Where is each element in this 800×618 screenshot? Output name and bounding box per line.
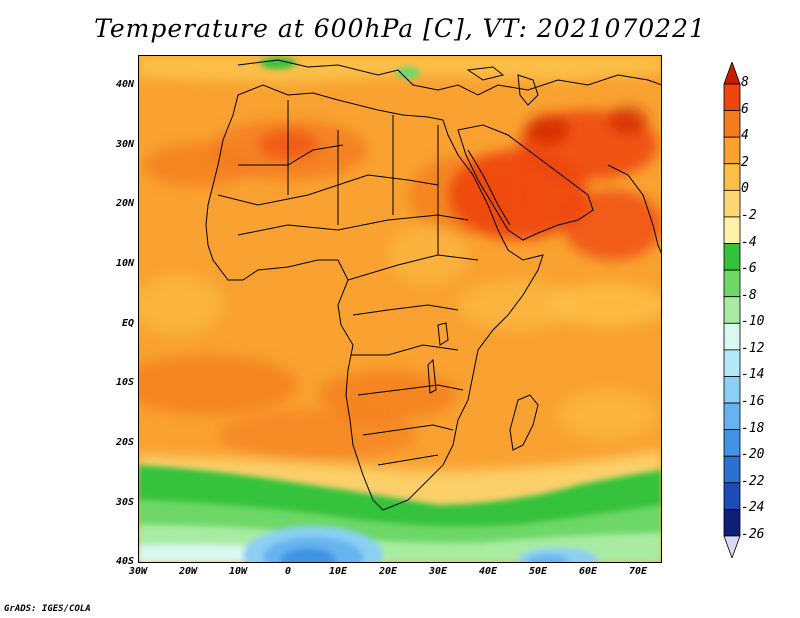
colorbar-swatch xyxy=(723,136,741,165)
lon-label-60e: 60E xyxy=(578,566,598,577)
lat-label-40s: 40S xyxy=(115,556,134,567)
colorbar-swatch xyxy=(723,163,741,191)
colorbar-label: -22 xyxy=(741,473,765,489)
map-frame xyxy=(138,55,662,563)
lat-label-30n: 30N xyxy=(115,139,134,150)
colorbar-swatch xyxy=(723,110,741,138)
colorbar-swatch xyxy=(723,216,741,244)
colorbar-swatch xyxy=(723,269,741,298)
lat-label-eq: EQ xyxy=(121,318,134,329)
colorbar-label: -2 xyxy=(741,207,757,223)
lat-label-20s: 20S xyxy=(115,437,134,448)
colorbar-swatch xyxy=(723,509,741,537)
colorbar-label: -26 xyxy=(741,527,765,542)
colorbar-bottom-arrow xyxy=(723,535,741,558)
lon-label-30e: 30E xyxy=(428,566,448,577)
colorbar-swatch xyxy=(723,482,741,510)
colorbar-swatch xyxy=(723,455,741,484)
colorbar xyxy=(723,62,741,558)
lat-label-10n: 10N xyxy=(115,258,134,269)
colorbar-top-arrow xyxy=(723,62,741,85)
colorbar-label: -8 xyxy=(741,287,757,303)
lat-label-10s: 10S xyxy=(115,377,134,388)
colorbar-label: -14 xyxy=(741,367,765,383)
lon-label-10w: 10W xyxy=(228,566,248,577)
colorbar-swatch xyxy=(723,296,741,324)
lon-label-40e: 40E xyxy=(478,566,498,577)
lon-label-20w: 20W xyxy=(178,566,198,577)
colorbar-swatch xyxy=(723,243,741,271)
colorbar-label: -16 xyxy=(741,394,765,410)
colorbar-label: -12 xyxy=(741,340,765,356)
coastlines xyxy=(205,59,662,511)
colorbar-label: -18 xyxy=(741,420,765,436)
colorbar-swatch xyxy=(723,189,741,218)
temperature-map xyxy=(138,55,662,563)
colorbar-swatch xyxy=(723,402,741,431)
colorbar-label: -20 xyxy=(741,447,765,463)
colorbar-label: 2 xyxy=(741,154,749,170)
colorbar-swatch xyxy=(723,429,741,457)
colorbar-swatch xyxy=(723,83,741,111)
colorbar-label: -6 xyxy=(741,261,757,277)
lon-label-20e: 20E xyxy=(378,566,398,577)
lat-label-30s: 30S xyxy=(115,497,134,508)
lon-label-0: 0 xyxy=(284,566,292,577)
lon-label-10e: 10E xyxy=(328,566,348,577)
colorbar-label: -10 xyxy=(741,314,765,330)
colorbar-label: 6 xyxy=(741,101,749,117)
colorbar-label: 0 xyxy=(741,181,749,197)
lon-label-70e: 70E xyxy=(628,566,648,577)
colorbar-swatch xyxy=(723,349,741,377)
colorbar-label: 4 xyxy=(741,128,749,144)
colorbar-swatch xyxy=(723,322,741,351)
colorbar-swatch xyxy=(723,376,741,404)
colorbar-label: -24 xyxy=(741,500,765,516)
lat-label-20n: 20N xyxy=(115,198,134,209)
colorbar-label: -4 xyxy=(741,234,757,250)
colorbar-label: 8 xyxy=(741,75,749,90)
lon-label-30w: 30W xyxy=(128,566,148,577)
lon-label-50e: 50E xyxy=(528,566,548,577)
map-title: Temperature at 600hPa [C], VT: 202107022… xyxy=(94,14,706,43)
credit-text: GrADS: IGES/COLA xyxy=(4,604,91,614)
lat-label-40n: 40N xyxy=(115,79,134,90)
